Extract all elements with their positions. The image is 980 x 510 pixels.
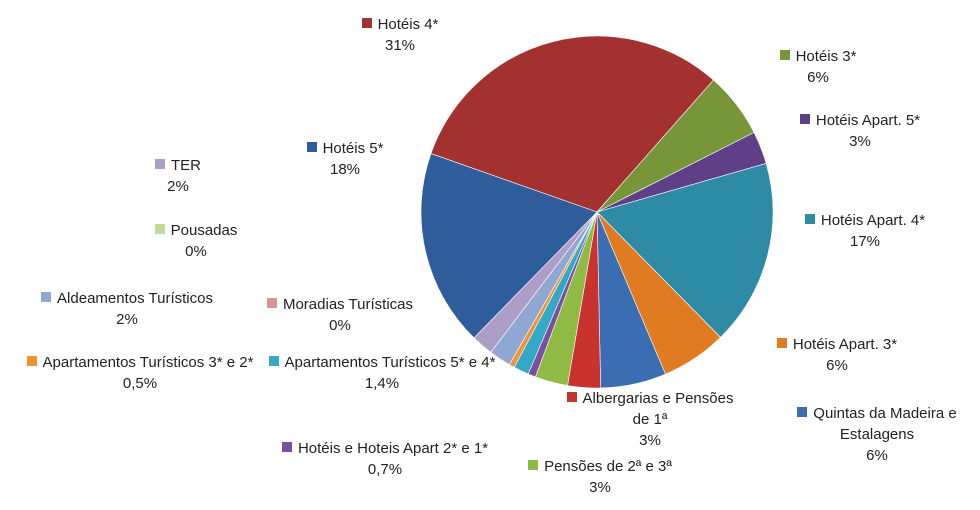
label-name-line: TER [118,155,238,176]
pie-slice [420,153,598,339]
label-name-line: Pousadas [116,220,276,241]
value-label: 3% [639,432,661,449]
value-label: 3% [589,479,611,496]
value-label: 0,5% [122,375,158,392]
data-label: Hotéis 3* 6% [738,46,898,88]
legend-swatch [268,356,279,366]
category-label: Quintas da Madeira e Estalagens [813,405,957,443]
data-label: TER 2% [118,155,238,197]
legend-swatch [799,114,810,124]
label-name-line: Quintas da Madeira e Estalagens [777,403,977,445]
data-label: Hotéis 5* 18% [265,138,425,180]
label-name-line: Hotéis Apart. 5* [770,110,950,131]
legend-swatch [26,356,37,366]
data-label: Apartamentos Turísticos 3* e 2* 0,5% [23,352,258,394]
data-label: Hotéis e Hoteis Apart 2* e 1* 0,7% [280,438,490,480]
category-label: Hotéis 3* [795,48,857,65]
value-label: 1,4% [364,375,400,392]
data-label: Hotéis Apart. 4* 17% [775,210,955,252]
legend-swatch [281,442,292,452]
legend-swatch [566,392,577,402]
pie-slice [596,163,774,338]
data-label: Pousadas 0% [116,220,276,262]
value-label: 0,7% [367,461,403,478]
value-label: 31% [384,37,416,54]
category-label: Moradias Turísticas [282,296,414,313]
label-name-line: Hotéis 3* [738,46,898,67]
value-label: 2% [167,178,189,195]
category-label: Hotéis Apart. 5* [815,112,921,129]
value-label: 2% [116,311,138,328]
category-label: Apartamentos Turísticos 3* e 2* [42,354,254,371]
category-label: Albergarias e Pensões de 1ª [582,390,734,428]
legend-swatch [306,142,317,152]
value-label: 6% [807,69,829,86]
label-name-line: Hotéis 4* [300,14,500,35]
data-label: Hotéis Apart. 5* 3% [770,110,950,152]
label-name-line: Albergarias e Pensões de 1ª [565,388,735,430]
data-label: Albergarias e Pensões de 1ª 3% [565,388,735,451]
legend-swatch [266,298,277,308]
label-name-line: Apartamentos Turísticos 5* e 4* [267,352,497,373]
legend-swatch [776,338,787,348]
data-label: Hotéis Apart. 3* 6% [747,334,927,376]
label-name-line: Aldeamentos Turísticos [7,288,247,309]
label-name-line: Hotéis Apart. 3* [747,334,927,355]
value-label: 17% [849,233,881,250]
value-label: 18% [329,161,361,178]
legend-swatch [155,159,165,169]
data-label: Moradias Turísticas 0% [240,294,440,336]
category-label: TER [171,157,201,174]
data-label: Pensões de 2ª e 3ª 3% [500,456,700,498]
data-label: Apartamentos Turísticos 5* e 4* 1,4% [267,352,497,394]
label-name-line: Hotéis Apart. 4* [775,210,955,231]
category-label: Hotéis e Hoteis Apart 2* e 1* [297,440,489,457]
data-label: Hotéis 4* 31% [300,14,500,56]
value-label: 6% [826,357,848,374]
value-label: 0% [329,317,351,334]
label-name-line: Hotéis 5* [265,138,425,159]
pie-slice [430,35,714,213]
category-label: Pensões de 2ª e 3ª [544,458,672,475]
legend-swatch [361,18,372,28]
category-label: Hotéis 4* [377,16,439,33]
category-label: Hotéis 5* [322,140,384,157]
data-label: Quintas da Madeira e Estalagens 6% [777,403,977,466]
label-name-line: Apartamentos Turísticos 3* e 2* [23,352,258,373]
legend-swatch [797,407,808,417]
legend-swatch [528,460,539,470]
category-label: Hotéis Apart. 4* [820,212,926,229]
legend-swatch [154,224,165,234]
value-label: 3% [849,133,871,150]
label-name-line: Hotéis e Hoteis Apart 2* e 1* [280,438,490,459]
label-name-line: Pensões de 2ª e 3ª [500,456,700,477]
legend-swatch [804,214,815,224]
value-label: 0% [185,243,207,260]
legend-swatch [779,50,790,60]
category-label: Apartamentos Turísticos 5* e 4* [284,354,496,371]
label-name-line: Moradias Turísticas [240,294,440,315]
category-label: Aldeamentos Turísticos [57,290,213,307]
legend-swatch [41,292,52,302]
data-label: Aldeamentos Turísticos 2% [7,288,247,330]
category-label: Hotéis Apart. 3* [792,336,898,353]
category-label: Pousadas [170,222,238,239]
value-label: 6% [866,447,888,464]
